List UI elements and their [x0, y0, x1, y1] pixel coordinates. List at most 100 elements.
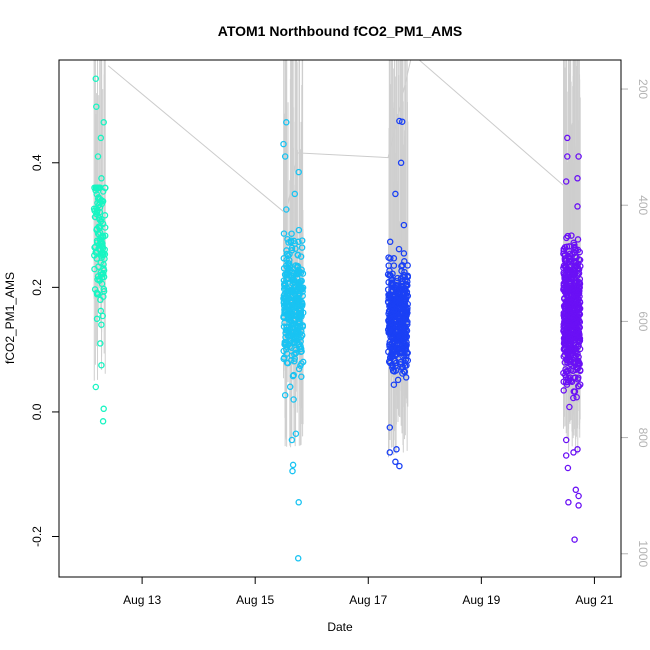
data-point — [402, 374, 410, 381]
data-point — [98, 175, 105, 182]
y-tick-label: 0.2 — [30, 279, 44, 296]
y-axis-label: fCO2_PM1_AMS — [3, 272, 17, 364]
data-point — [283, 206, 290, 213]
data-point — [97, 242, 105, 250]
data-point — [565, 331, 572, 339]
data-point — [290, 396, 297, 403]
data-point — [396, 462, 403, 470]
data-point — [284, 235, 291, 243]
x-tick-label: Aug 17 — [349, 593, 387, 607]
data-point — [387, 255, 394, 262]
data-point — [561, 275, 568, 282]
data-point — [289, 372, 297, 380]
data-point — [288, 436, 296, 444]
data-point — [285, 265, 293, 272]
data-point — [284, 275, 291, 282]
data-point — [566, 403, 573, 411]
data-point — [97, 340, 104, 347]
data-point — [404, 273, 411, 281]
data-point — [562, 452, 570, 459]
data-point — [289, 288, 296, 296]
data-point — [387, 293, 394, 301]
data-point — [575, 492, 582, 500]
data-point — [394, 376, 402, 384]
data-point — [565, 309, 572, 316]
data-point — [574, 446, 581, 453]
plot-frame — [58, 59, 622, 578]
data-point — [564, 464, 572, 472]
data-point — [569, 347, 576, 354]
data-point — [390, 381, 398, 388]
data-point — [575, 374, 582, 381]
data-point — [296, 322, 304, 330]
data-point — [101, 224, 109, 231]
data-point — [295, 226, 303, 234]
data-point — [572, 374, 579, 381]
data-point — [560, 264, 567, 272]
y-tick-label: 0.4 — [30, 154, 44, 171]
data-point — [281, 391, 289, 399]
data-point — [99, 233, 107, 241]
data-point — [398, 364, 406, 371]
axes: Aug 13 Aug 15 Aug 17 Aug 19 Aug 21 -0.2 0.0 0.2… — [30, 79, 650, 607]
data-point — [96, 229, 104, 237]
data-point — [388, 305, 396, 313]
y2-tick-label: 400 — [636, 195, 650, 215]
data-point — [576, 299, 584, 306]
data-point — [286, 251, 293, 258]
data-point — [575, 382, 583, 390]
data-point — [565, 253, 572, 260]
data-point — [299, 358, 307, 366]
data-point — [284, 359, 292, 367]
data-point — [295, 334, 303, 342]
data-point — [100, 267, 108, 274]
data-point — [94, 206, 101, 214]
data-point — [294, 296, 302, 304]
data-point — [386, 238, 394, 246]
data-point — [288, 244, 296, 252]
data-point — [400, 221, 408, 229]
data-point — [282, 281, 289, 288]
data-point — [568, 232, 575, 239]
data-point — [287, 237, 295, 244]
data-point — [388, 323, 396, 330]
data-point — [92, 187, 99, 194]
data-point — [292, 430, 300, 437]
y2-tick-label: 200 — [636, 79, 650, 99]
data-point — [391, 301, 398, 308]
data-point — [567, 323, 574, 330]
data-point — [575, 502, 582, 509]
data-point — [567, 280, 575, 287]
data-point — [99, 418, 107, 425]
data-point — [562, 178, 570, 185]
data-point — [283, 119, 290, 126]
data-point — [564, 359, 571, 367]
data-point — [576, 311, 584, 318]
data-point — [576, 293, 583, 300]
data-point — [569, 367, 577, 375]
data-point — [570, 394, 577, 402]
data-point — [297, 253, 305, 260]
data-point — [403, 288, 411, 296]
data-point — [92, 184, 100, 191]
data-point — [97, 218, 105, 225]
data-point — [398, 118, 406, 125]
data-point — [282, 284, 289, 292]
data-point — [403, 333, 411, 340]
data-point — [95, 263, 102, 270]
data-point — [281, 319, 288, 327]
data-point — [561, 252, 569, 259]
data-point — [575, 360, 582, 368]
data-point — [287, 313, 294, 320]
data-point-layer — [90, 75, 584, 562]
data-point — [93, 103, 100, 110]
data-point — [95, 223, 103, 230]
y-tick-label: 0.0 — [30, 403, 44, 420]
data-point — [96, 275, 103, 283]
data-point — [401, 325, 408, 333]
data-point — [571, 334, 578, 342]
data-point — [399, 313, 407, 321]
data-point — [101, 212, 109, 219]
data-point — [388, 277, 395, 284]
data-point — [298, 302, 306, 310]
